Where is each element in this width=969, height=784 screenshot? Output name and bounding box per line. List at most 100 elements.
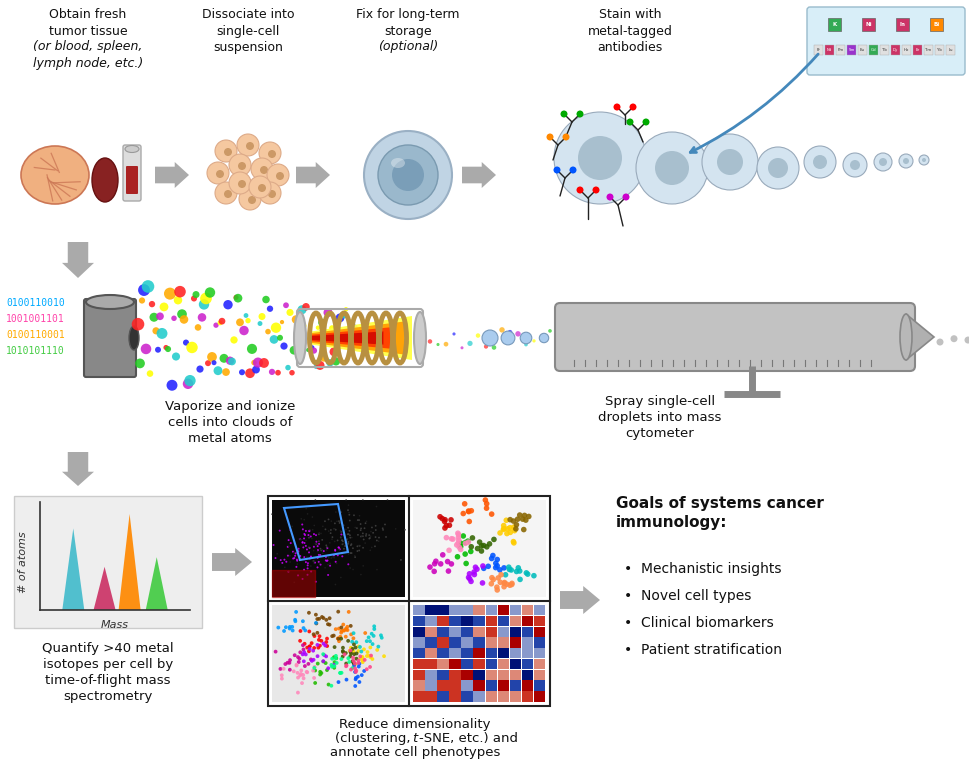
Circle shape [329, 532, 331, 534]
Circle shape [342, 629, 346, 633]
Circle shape [267, 190, 276, 198]
Circle shape [132, 318, 144, 331]
Circle shape [357, 659, 360, 662]
Circle shape [319, 639, 323, 643]
Circle shape [304, 545, 306, 547]
FancyBboxPatch shape [424, 615, 436, 626]
FancyBboxPatch shape [497, 681, 509, 691]
Circle shape [391, 159, 423, 191]
Circle shape [302, 546, 304, 548]
FancyBboxPatch shape [521, 626, 533, 637]
Circle shape [198, 313, 206, 321]
FancyBboxPatch shape [437, 626, 449, 637]
Circle shape [319, 671, 323, 675]
Circle shape [141, 280, 154, 292]
Text: # of atoms: # of atoms [18, 532, 28, 593]
Circle shape [348, 655, 352, 659]
FancyBboxPatch shape [473, 637, 484, 648]
Circle shape [369, 654, 372, 658]
FancyBboxPatch shape [449, 605, 460, 615]
Text: Obtain fresh
tumor tissue: Obtain fresh tumor tissue [48, 8, 127, 38]
Circle shape [335, 344, 340, 349]
Circle shape [287, 554, 289, 557]
Circle shape [330, 557, 331, 559]
Circle shape [348, 533, 349, 535]
Circle shape [365, 533, 366, 535]
Circle shape [237, 162, 246, 170]
Circle shape [295, 553, 297, 554]
Circle shape [296, 560, 297, 561]
Text: Stain with
metal-tagged
antibodies: Stain with metal-tagged antibodies [587, 8, 672, 54]
Circle shape [307, 630, 311, 633]
FancyBboxPatch shape [891, 45, 899, 55]
Circle shape [248, 196, 256, 204]
FancyBboxPatch shape [437, 605, 449, 615]
Circle shape [490, 536, 496, 543]
Circle shape [334, 661, 338, 665]
Circle shape [294, 619, 297, 623]
Circle shape [347, 660, 351, 664]
Circle shape [236, 134, 259, 156]
Circle shape [218, 318, 225, 325]
FancyBboxPatch shape [473, 626, 484, 637]
Circle shape [349, 624, 353, 628]
Circle shape [484, 564, 490, 569]
Circle shape [365, 650, 369, 654]
Circle shape [352, 652, 356, 656]
Circle shape [369, 632, 373, 636]
Circle shape [292, 550, 294, 553]
Circle shape [344, 337, 352, 344]
Circle shape [553, 166, 560, 173]
FancyBboxPatch shape [509, 637, 520, 648]
Circle shape [359, 545, 360, 546]
Circle shape [342, 543, 344, 545]
Circle shape [350, 325, 358, 332]
Text: Vaporize and ionize
cells into clouds of
metal atoms: Vaporize and ionize cells into clouds of… [165, 400, 295, 445]
Circle shape [352, 661, 355, 665]
Circle shape [298, 672, 302, 676]
Circle shape [327, 560, 328, 561]
Circle shape [348, 648, 352, 652]
Circle shape [468, 579, 473, 584]
Circle shape [319, 548, 321, 550]
Circle shape [467, 341, 472, 346]
Circle shape [311, 538, 312, 539]
Circle shape [341, 555, 343, 557]
Text: •  Novel cell types: • Novel cell types [623, 589, 751, 603]
Circle shape [284, 626, 288, 629]
Circle shape [394, 528, 396, 530]
Circle shape [348, 530, 350, 532]
Circle shape [313, 365, 318, 369]
Circle shape [186, 342, 198, 353]
FancyBboxPatch shape [485, 605, 497, 615]
Circle shape [276, 553, 278, 554]
Circle shape [309, 641, 313, 645]
Circle shape [332, 528, 334, 530]
Circle shape [352, 547, 354, 549]
Circle shape [295, 662, 298, 666]
Circle shape [306, 662, 310, 666]
Circle shape [510, 518, 516, 524]
Circle shape [508, 567, 514, 573]
Circle shape [357, 534, 359, 535]
Circle shape [216, 170, 224, 178]
Circle shape [312, 666, 316, 670]
Circle shape [501, 331, 515, 345]
Circle shape [370, 546, 372, 548]
FancyBboxPatch shape [497, 670, 509, 680]
Circle shape [326, 666, 329, 670]
Circle shape [297, 657, 301, 661]
Circle shape [305, 539, 306, 541]
Circle shape [629, 103, 636, 111]
Circle shape [333, 549, 336, 551]
Circle shape [356, 528, 358, 529]
FancyBboxPatch shape [473, 605, 484, 615]
Circle shape [310, 571, 312, 572]
Circle shape [358, 550, 359, 551]
Circle shape [316, 566, 318, 568]
Polygon shape [559, 586, 600, 614]
Ellipse shape [899, 314, 911, 360]
Circle shape [358, 662, 360, 666]
Circle shape [355, 652, 359, 655]
Circle shape [349, 633, 353, 637]
